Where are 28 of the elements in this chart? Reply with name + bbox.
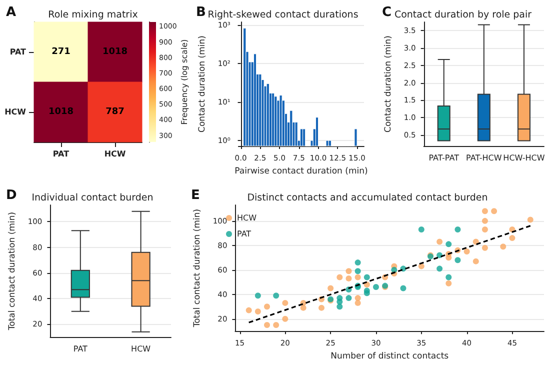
x-tick-label: HCW: [104, 150, 126, 158]
legend-label: HCW: [237, 214, 257, 222]
chart-title: Role mixing matrix: [48, 10, 138, 20]
text: D: [6, 188, 17, 203]
x-tick-label: PAT-HCW: [466, 154, 502, 162]
data-label: 787: [106, 107, 124, 117]
x-axis-title: Number of distinct contacts: [330, 352, 450, 362]
text: C: [382, 5, 392, 20]
chart-title: Right-skewed contact durations: [208, 10, 358, 20]
chart-title: Individual contact burden: [32, 192, 154, 204]
x-tick-label: PAT: [52, 150, 70, 158]
text: A: [6, 5, 16, 20]
x-tick-label: PAT-PAT: [428, 154, 460, 162]
chart-title: Distinct contacts and accumulated contact burden: [247, 192, 488, 204]
y-axis-title: Total contact duration (min): [192, 208, 202, 328]
y-axis-title: Total contact duration (min): [8, 212, 18, 332]
color-bar-title: Frequency (log scale): [180, 39, 190, 125]
chart-title: Contact duration by role pair: [394, 10, 532, 20]
data-label: 1018: [48, 107, 74, 117]
y-axis-title: Contact duration (min): [384, 36, 394, 132]
legend-label: PAT: [237, 230, 252, 238]
text: E: [191, 188, 200, 203]
x-tick-label: HCW-HCW: [503, 154, 545, 162]
data-label: 1018: [102, 47, 128, 57]
text: B: [196, 5, 206, 20]
data-label: 271: [52, 47, 70, 57]
x-axis-title: Pairwise contact duration (min): [234, 166, 368, 176]
y-axis-title: Contact duration (min): [198, 36, 208, 132]
